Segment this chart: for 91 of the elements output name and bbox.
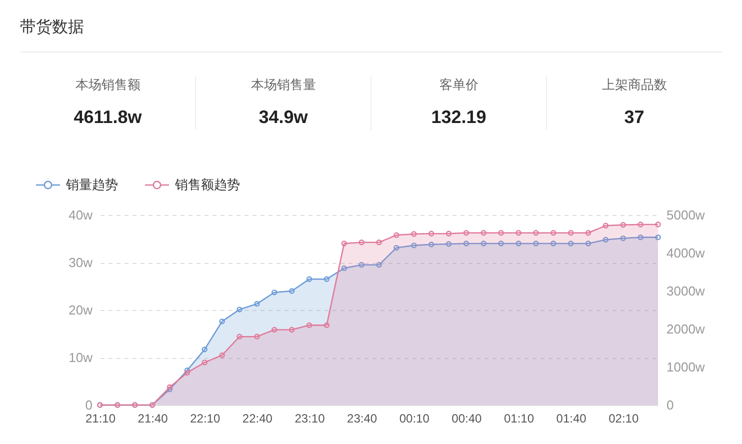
point <box>428 242 434 248</box>
point <box>498 230 504 236</box>
point <box>620 235 626 242</box>
point <box>550 240 556 246</box>
y-tick-label: 20w <box>68 302 94 318</box>
point <box>463 240 470 246</box>
y-tick-label: 0 <box>85 398 92 412</box>
text: 本场销售量 <box>250 77 316 92</box>
point <box>236 306 242 312</box>
text: 4611.8w <box>74 107 143 127</box>
point <box>184 370 190 376</box>
point <box>166 386 173 392</box>
y2-tick-label: 3000w <box>666 284 706 298</box>
x-tick-label: 22:10 <box>190 412 220 426</box>
point <box>585 230 592 236</box>
point <box>550 230 556 236</box>
x-tick-label: 01:10 <box>504 412 534 426</box>
point <box>516 230 522 236</box>
x-tick-label: 23:40 <box>347 412 378 426</box>
point <box>638 222 644 228</box>
x-tick-label: 23:10 <box>294 412 326 426</box>
point <box>620 222 626 228</box>
point <box>498 240 504 246</box>
x-tick-label: 01:40 <box>556 412 587 426</box>
point <box>411 231 417 237</box>
point <box>411 242 417 248</box>
legend-label: 销量趋势 <box>65 177 118 192</box>
point <box>324 322 330 328</box>
text: 34.9w <box>258 107 309 127</box>
point <box>288 288 295 294</box>
y-tick-label: 10w <box>68 350 94 365</box>
point <box>219 352 225 358</box>
y-tick-label: 30w <box>68 255 94 270</box>
point <box>254 300 260 307</box>
text: 带货数据 <box>20 18 84 36</box>
point <box>341 265 347 272</box>
point <box>446 241 452 247</box>
point <box>655 234 661 240</box>
point <box>394 232 400 238</box>
point <box>358 240 364 246</box>
point <box>306 276 312 282</box>
x-tick-label: 00:10 <box>399 412 430 426</box>
point <box>585 240 592 246</box>
x-tick-label: 22:40 <box>242 412 273 426</box>
point <box>272 290 278 296</box>
y2-tick-label: 1000w <box>666 360 706 374</box>
point <box>428 230 434 236</box>
y2-tick-label: 2000w <box>666 322 706 336</box>
text: 上架商品数 <box>602 77 667 92</box>
text: 132.19 <box>431 107 486 127</box>
point <box>655 222 661 228</box>
point <box>638 234 644 240</box>
point <box>568 230 574 236</box>
y-tick-label: 40w <box>68 208 94 222</box>
point <box>358 262 364 268</box>
point <box>184 367 190 374</box>
y2-tick-label: 4000w <box>666 246 706 260</box>
y2-tick-label: 0 <box>666 398 674 412</box>
point <box>376 262 382 268</box>
text: 37 <box>624 107 644 127</box>
point <box>306 322 312 328</box>
point <box>480 240 486 246</box>
point <box>236 334 242 340</box>
x-tick-label: 21:10 <box>85 412 116 426</box>
point <box>254 334 260 340</box>
point <box>324 276 330 282</box>
point <box>480 230 486 236</box>
point <box>376 240 382 246</box>
point <box>533 240 539 246</box>
x-tick-label: 02:10 <box>608 412 639 426</box>
point <box>516 240 522 246</box>
point <box>568 240 574 246</box>
point <box>446 230 452 236</box>
y2-tick-label: 5000w <box>666 208 706 222</box>
point <box>202 346 208 352</box>
point <box>219 318 225 324</box>
point <box>288 326 295 333</box>
point <box>394 244 400 251</box>
point <box>533 230 539 236</box>
text: 客单价 <box>439 77 478 92</box>
point <box>463 230 470 236</box>
point <box>341 240 347 246</box>
point <box>272 326 278 333</box>
x-tick-label: 00:40 <box>452 412 482 426</box>
point <box>166 384 173 390</box>
legend-label: 销售额趋势 <box>174 177 240 192</box>
x-tick-label: 21:40 <box>138 412 168 426</box>
point <box>602 222 609 228</box>
text: 本场销售额 <box>75 77 140 92</box>
point <box>202 360 208 366</box>
point <box>602 236 609 243</box>
